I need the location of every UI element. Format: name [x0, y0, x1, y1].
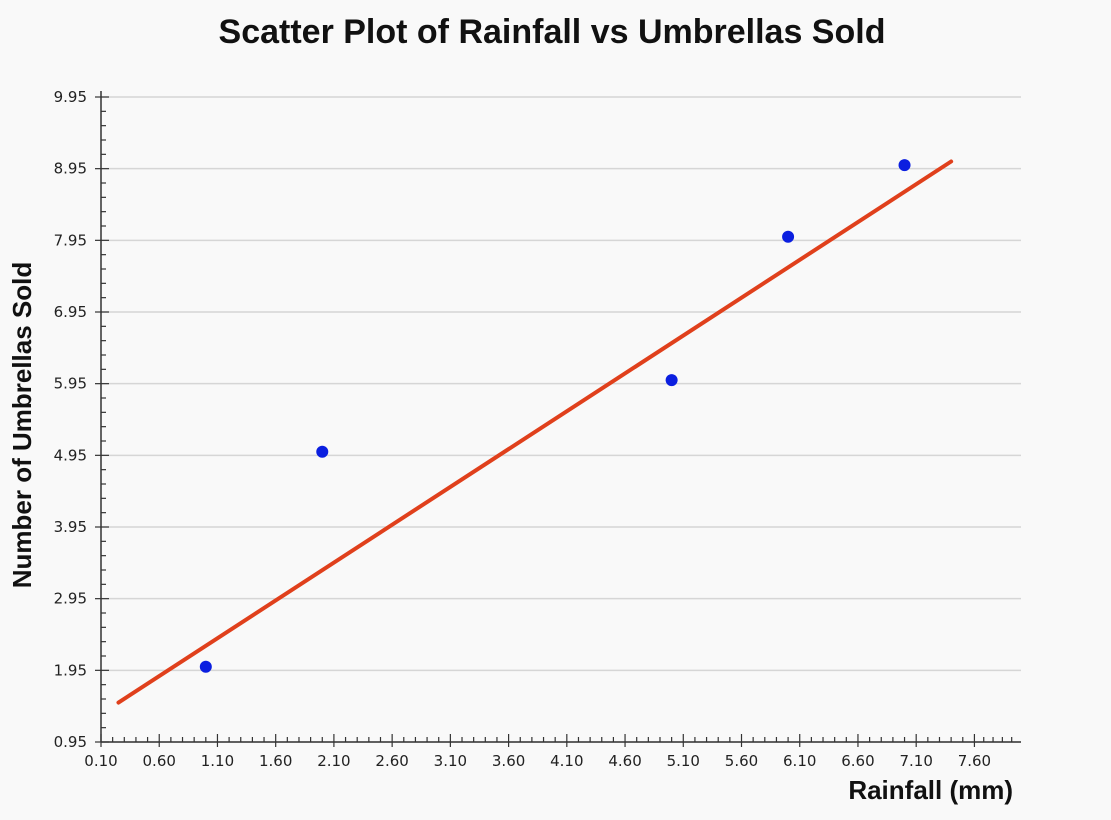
x-tick-label: 3.10: [434, 752, 467, 770]
x-tick-label: 2.10: [317, 752, 350, 770]
x-tick-label: 6.10: [783, 752, 816, 770]
grid-lines: [101, 96, 1021, 743]
y-axis-ticks: 0.95 1.95 2.95 3.95 4.95 5.95 6.95 7.95 8.95 9.95: [54, 88, 109, 751]
y-tick-label: 9.95: [54, 88, 87, 106]
data-point: [199, 660, 212, 673]
y-tick-label: 7.95: [54, 231, 87, 249]
trendline: [116, 159, 954, 705]
y-tick-label: 5.95: [54, 375, 87, 393]
x-tick-label: 2.60: [375, 752, 408, 770]
x-tick-label: 0.10: [84, 752, 117, 770]
x-tick-label: 4.10: [550, 752, 583, 770]
x-tick-label: 5.60: [725, 752, 758, 770]
data-point: [782, 230, 795, 243]
y-tick-label: 6.95: [54, 303, 87, 321]
y-tick-label: 0.95: [54, 733, 87, 751]
x-tick-label: 4.60: [608, 752, 641, 770]
x-tick-label: 3.60: [492, 752, 525, 770]
data-points: [199, 159, 911, 673]
axes: [100, 91, 1021, 743]
x-axis-ticks: 0.10 0.60 1.10 1.60 2.10 2.60 3.10 3.60 4.10 4.60…: [84, 734, 1013, 770]
x-axis-title: Rainfall (mm): [848, 775, 1013, 805]
data-point: [316, 445, 329, 458]
x-tick-label: 6.60: [841, 752, 874, 770]
x-tick-label: 1.10: [201, 752, 234, 770]
x-tick-label: 0.60: [143, 752, 176, 770]
chart-title: Scatter Plot of Rainfall vs Umbrellas So…: [219, 13, 886, 51]
y-tick-label: 8.95: [54, 160, 87, 178]
x-tick-label: 7.10: [899, 752, 932, 770]
y-tick-label: 3.95: [54, 518, 87, 536]
y-tick-label: 4.95: [54, 446, 87, 464]
x-tick-label: 7.60: [958, 752, 991, 770]
y-tick-label: 1.95: [54, 661, 87, 679]
data-point: [898, 159, 911, 172]
x-tick-label: 1.60: [259, 752, 292, 770]
data-point: [665, 374, 678, 387]
x-tick-label: 5.10: [667, 752, 700, 770]
y-axis-title: Number of Umbrellas Sold: [7, 262, 37, 589]
trendline-layer: [116, 159, 954, 705]
y-tick-label: 2.95: [54, 590, 87, 608]
